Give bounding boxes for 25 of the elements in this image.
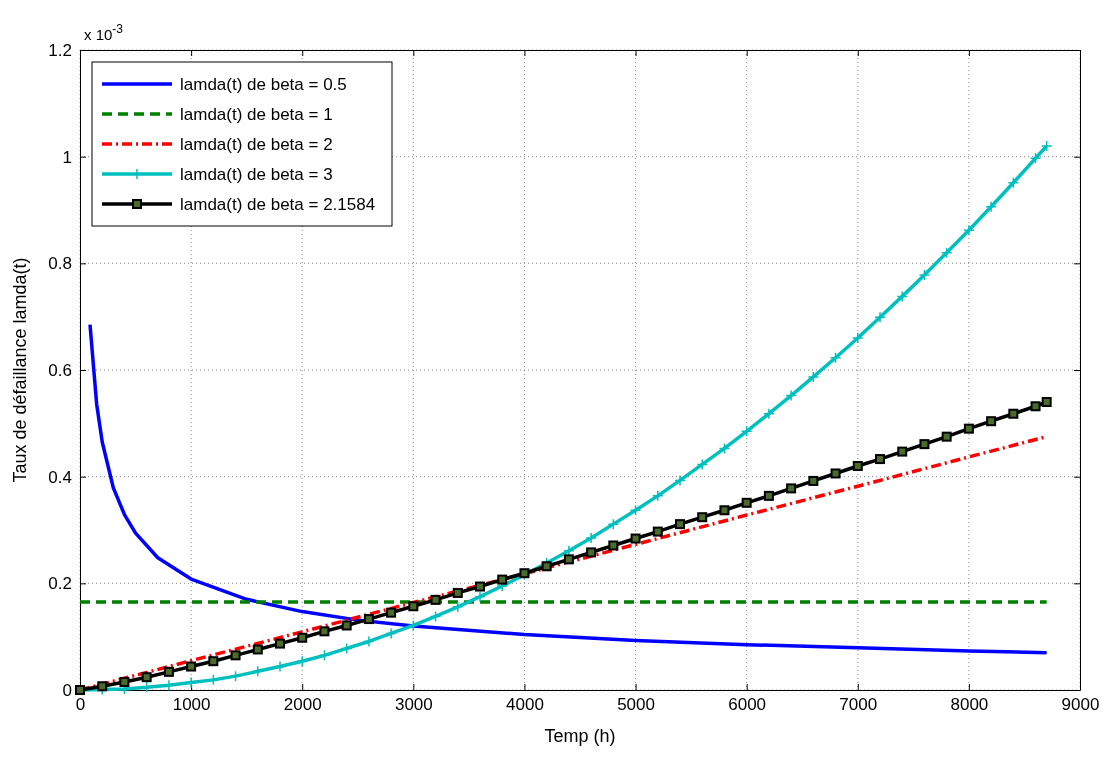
legend-label: lamda(t) de beta = 0.5 (180, 75, 347, 94)
x-tick-label: 0 (75, 695, 86, 715)
y-tick-label: 0.6 (48, 360, 72, 380)
y-tick-label: 0 (62, 680, 72, 700)
x-tick-label: 6000 (728, 695, 767, 715)
x-tick-label: 2000 (283, 695, 322, 715)
y-tick-label: 0.8 (48, 254, 72, 274)
x-tick-label: 8000 (950, 695, 989, 715)
y-tick-label: 0.2 (48, 574, 72, 594)
x-axis-title: Temp (h) (544, 726, 616, 746)
y-axis-title: Taux de défaillance lamda(t) (10, 257, 30, 483)
legend-label: lamda(t) de beta = 2 (180, 135, 333, 154)
x-tick-label: 5000 (617, 695, 655, 715)
x-tick-label: 4000 (506, 695, 544, 715)
y-tick-label: 1.2 (48, 40, 72, 60)
legend-label: lamda(t) de beta = 1 (180, 105, 333, 124)
x-tick-label: 9000 (1061, 695, 1100, 715)
y-tick-label: 1 (62, 147, 72, 167)
text: x 10$^{-3}$ (84, 22, 124, 43)
legend-label: lamda(t) de beta = 3 (180, 165, 333, 184)
y-tick-label: 0.4 (48, 467, 72, 487)
legend-label: lamda(t) de beta = 2.1584 (180, 195, 376, 214)
x-tick-label: 7000 (839, 695, 878, 715)
x-tick-label: 3000 (394, 695, 433, 715)
x-tick-label: 1000 (172, 695, 211, 715)
